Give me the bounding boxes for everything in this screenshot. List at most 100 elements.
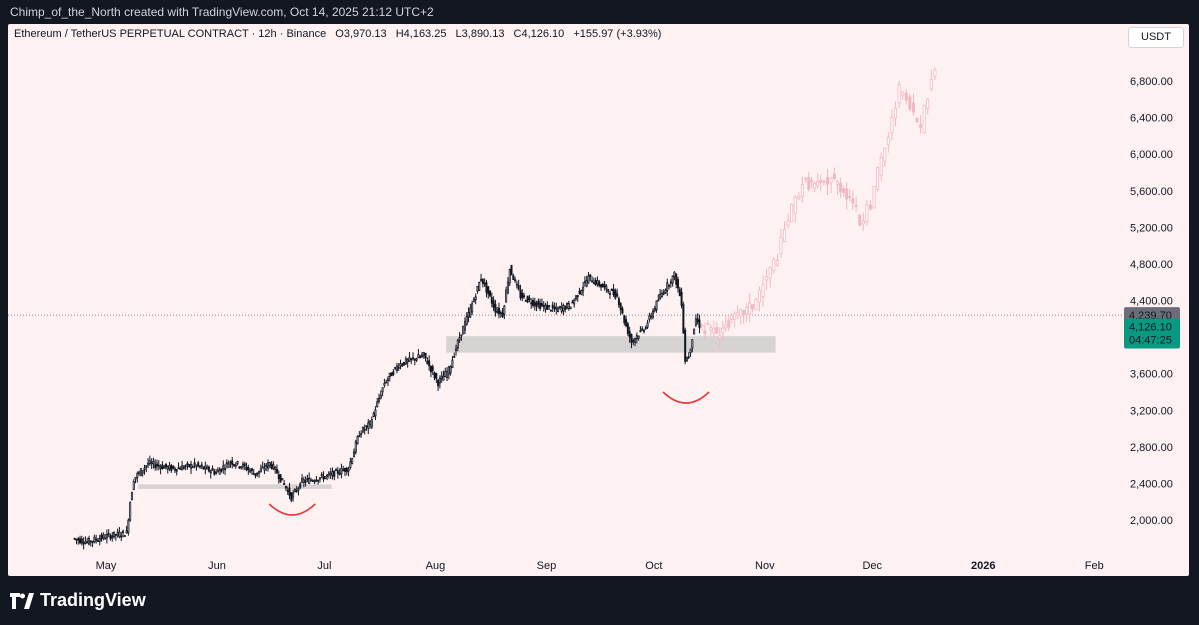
- price-axis[interactable]: 2,000.00 2,400.00 2,800.00 3,200.00 3,600.00…: [1130, 76, 1173, 527]
- projection-candle: [901, 91, 905, 96]
- candle: [481, 278, 484, 284]
- candle: [582, 286, 585, 291]
- time-tick-label: Jun: [208, 560, 226, 572]
- price-labels: 4,239.70 4,126.10 04:47:25: [1124, 307, 1180, 349]
- candle: [200, 464, 203, 467]
- candle: [641, 328, 644, 331]
- candle: [592, 282, 595, 285]
- candle: [80, 538, 83, 544]
- candle: [521, 292, 524, 299]
- low-value: L3,890.13: [455, 28, 505, 40]
- candle: [156, 463, 159, 467]
- projection-candle: [897, 84, 901, 104]
- candle: [619, 303, 622, 311]
- candle: [583, 281, 586, 284]
- candle: [453, 356, 456, 358]
- candle: [197, 462, 200, 467]
- candle: [369, 420, 372, 425]
- tradingview-logo[interactable]: TradingView: [10, 590, 146, 611]
- candle: [410, 358, 413, 361]
- candle: [684, 329, 687, 362]
- time-axis[interactable]: May Jun Jul Aug Sep Oct Nov Dec 2026 Feb: [96, 560, 1104, 572]
- candle: [372, 412, 375, 417]
- candle: [306, 478, 309, 481]
- candle: [617, 298, 620, 306]
- projection-candle: [700, 324, 704, 327]
- candle: [696, 318, 699, 323]
- time-tick-label: Jul: [317, 560, 331, 572]
- projection-candle: [816, 181, 820, 186]
- candle: [340, 468, 343, 475]
- candle: [381, 387, 384, 393]
- candle: [682, 304, 685, 334]
- projection-candle: [775, 260, 779, 266]
- candle: [191, 465, 194, 468]
- candle: [265, 464, 268, 467]
- candle: [383, 383, 386, 386]
- projection-candle: [745, 307, 749, 315]
- candle: [680, 291, 683, 306]
- candle: [313, 480, 316, 483]
- candle: [98, 538, 101, 542]
- candle: [489, 290, 492, 297]
- last-price-box: [1124, 318, 1180, 349]
- candle: [639, 330, 642, 333]
- candle: [460, 334, 463, 337]
- candle: [150, 462, 153, 465]
- projection-candle: [894, 107, 898, 119]
- candle: [567, 302, 570, 309]
- candle: [256, 472, 259, 475]
- candle: [485, 282, 488, 293]
- candle: [84, 541, 87, 544]
- candle: [596, 280, 599, 285]
- candle: [139, 468, 142, 477]
- candle: [102, 534, 105, 539]
- candle: [548, 305, 551, 307]
- candle: [181, 465, 184, 471]
- candle: [428, 360, 431, 367]
- support-zone: [138, 484, 332, 489]
- candle: [444, 371, 447, 378]
- candle: [172, 465, 175, 469]
- candle: [211, 468, 214, 471]
- currency-button[interactable]: USDT: [1128, 27, 1184, 48]
- candle: [365, 425, 368, 428]
- projection-candle: [886, 137, 890, 146]
- time-tick-label: Aug: [426, 560, 446, 572]
- projection-candle: [793, 196, 797, 214]
- bottom-arc-october: [662, 391, 710, 404]
- chart-panel[interactable]: [8, 24, 1189, 576]
- candle: [465, 315, 468, 325]
- time-tick-label: May: [96, 560, 117, 572]
- candle: [152, 460, 155, 465]
- symbol-title[interactable]: Ethereum / TetherUS PERPETUAL CONTRACT ·…: [14, 28, 327, 40]
- candle: [451, 359, 454, 369]
- candle: [612, 288, 615, 296]
- candle: [177, 467, 180, 469]
- candle: [73, 537, 76, 540]
- candle: [349, 461, 352, 468]
- candle: [238, 466, 241, 469]
- candle: [558, 306, 561, 309]
- candle: [492, 300, 495, 308]
- projection-candle: [797, 195, 801, 200]
- candle: [546, 304, 549, 310]
- candle: [254, 473, 257, 477]
- projection-candle: [807, 177, 811, 190]
- candle: [406, 359, 409, 363]
- candle: [442, 375, 445, 381]
- candle: [147, 462, 150, 465]
- candle: [352, 451, 355, 458]
- candle: [258, 470, 261, 474]
- candle: [295, 490, 298, 493]
- candle: [594, 280, 597, 285]
- projection-candle: [822, 180, 826, 183]
- price-tick-label: 6,800.00: [1130, 76, 1173, 88]
- candle: [456, 339, 459, 349]
- candle: [309, 479, 312, 482]
- price-tick-label: 2,400.00: [1130, 478, 1173, 490]
- price-tick-label: 2,000.00: [1130, 515, 1173, 527]
- candle: [297, 487, 300, 491]
- candle: [207, 466, 210, 472]
